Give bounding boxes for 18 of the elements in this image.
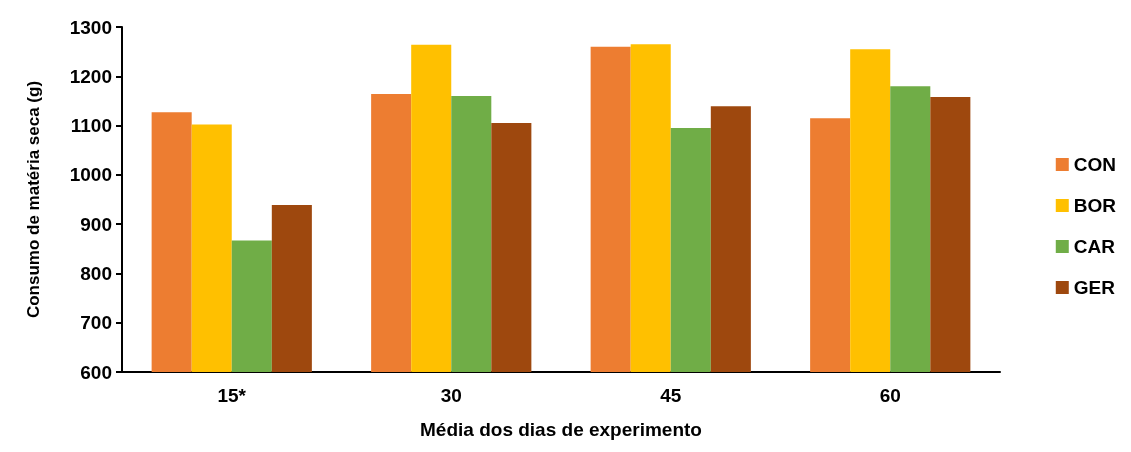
y-tick-label: 1100	[70, 115, 112, 137]
x-tick-label: 60	[879, 385, 901, 406]
x-tick-label: 15*	[217, 385, 247, 406]
legend-label: CAR	[1073, 236, 1116, 257]
y-tick-label: 600	[80, 361, 112, 383]
legend-label: GER	[1073, 277, 1116, 298]
y-tick-label: 800	[80, 262, 112, 284]
y-tick-label: 700	[80, 312, 112, 334]
y-tick-label: 900	[80, 213, 112, 235]
legend-label: CON	[1073, 154, 1117, 175]
y-tick-label: 1000	[69, 164, 112, 186]
x-tick-label: 45	[660, 385, 682, 406]
x-axis-title: Média dos dias de experimento	[420, 419, 702, 440]
y-tick-label: 1200	[69, 65, 112, 87]
x-tick-label: 30	[440, 385, 462, 406]
y-axis-title: Consumo de matéria seca (g)	[24, 80, 43, 319]
y-tick-label: 1300	[69, 16, 112, 38]
legend-label: BOR	[1073, 195, 1117, 216]
